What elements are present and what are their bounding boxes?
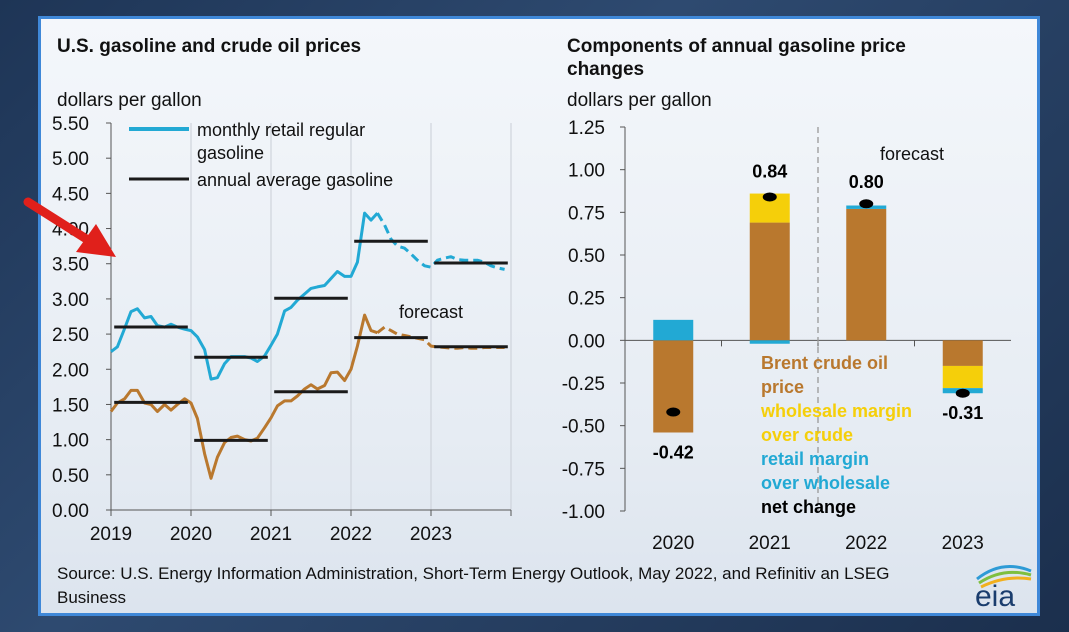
y-tick-label: 0.75 <box>568 203 605 224</box>
bar-segment-brent <box>749 222 790 341</box>
y-tick-label: -1.00 <box>562 502 605 523</box>
y-tick-label: 1.00 <box>568 161 605 182</box>
gasoline-line-history <box>110 211 379 381</box>
arrow-head <box>76 224 116 257</box>
legend-label: net change <box>761 497 856 517</box>
y-tick-label: 0.50 <box>52 466 89 487</box>
right-chart-unit: dollars per gallon <box>567 90 712 111</box>
net-change-label: 0.84 <box>752 162 787 182</box>
bar-segment-retail <box>653 319 694 341</box>
y-tick-label: 5.50 <box>52 114 89 135</box>
net-change-marker <box>955 388 970 398</box>
legend-label-annual: annual average gasoline <box>197 170 393 190</box>
bar-segment-retail <box>749 340 790 344</box>
y-tick-label: 0.00 <box>568 331 605 352</box>
y-tick-label: 5.00 <box>52 149 89 170</box>
source-note: Source: U.S. Energy Information Administ… <box>57 564 890 607</box>
left-chart-unit: dollars per gallon <box>57 90 202 111</box>
legend-label: Brent crude oil <box>761 353 888 373</box>
crude-oil-line-history <box>109 313 378 480</box>
x-tick-label: 2023 <box>942 533 984 549</box>
forecast-label: forecast <box>399 302 463 322</box>
y-tick-label: -0.25 <box>562 374 605 395</box>
y-tick-label: 4.50 <box>52 184 89 205</box>
y-tick-label: -0.50 <box>562 417 605 438</box>
y-tick-label: 1.25 <box>568 118 605 139</box>
x-tick-label: 2020 <box>652 533 694 549</box>
net-change-marker <box>666 407 681 417</box>
net-change-label: -0.42 <box>653 442 694 462</box>
bar-segment-brent <box>942 340 983 366</box>
x-tick-label: 2023 <box>410 524 452 545</box>
legend-label-gasoline-line2: gasoline <box>197 143 264 163</box>
y-tick-label: 0.25 <box>568 289 605 310</box>
y-tick-label: 3.00 <box>52 290 89 311</box>
eia-logo-text: eia <box>975 580 1015 609</box>
x-tick-label: 2022 <box>330 524 372 545</box>
y-tick-label: 3.50 <box>52 255 89 276</box>
right-bar-chart: 1.25 1.00 0.75 0.50 0.25 0.00 -0.25 -0.50 -0.75 -… <box>562 118 1011 549</box>
x-tick-label: 2019 <box>90 524 132 545</box>
y-tick-label: 1.50 <box>52 395 89 416</box>
y-tick-label: 0.50 <box>568 246 605 267</box>
legend-label: retail margin <box>761 449 869 469</box>
forecast-label: forecast <box>880 144 944 164</box>
legend-label-gasoline-line1: monthly retail regular <box>197 120 365 140</box>
right-chart-title: Components of annual gasoline price chan… <box>567 36 906 80</box>
x-tick-label: 2021 <box>250 524 292 545</box>
bar-segment-brent <box>653 340 694 433</box>
y-tick-label: 1.00 <box>52 431 89 452</box>
gasoline-line-forecast <box>376 212 505 271</box>
legend-label: price <box>761 377 804 397</box>
chart-card: U.S. gasoline and crude oil prices dolla… <box>38 16 1040 616</box>
y-tick-label: 2.50 <box>52 325 89 346</box>
bar-segment-brent <box>846 208 887 341</box>
arrow-shaft <box>23 197 93 245</box>
net-change-label: 0.80 <box>849 172 884 192</box>
legend-label: over crude <box>761 425 853 445</box>
net-change-marker <box>762 192 777 202</box>
net-change-marker <box>859 199 874 209</box>
x-tick-label: 2020 <box>170 524 212 545</box>
legend-label: wholesale margin <box>760 401 912 421</box>
red-arrow-annotation <box>23 197 116 257</box>
x-tick-label: 2022 <box>845 533 887 549</box>
net-change-label: -0.31 <box>942 403 983 423</box>
bar-segment-wholesale <box>942 365 983 389</box>
x-tick-label: 2021 <box>749 533 791 549</box>
y-tick-label: -0.75 <box>562 459 605 480</box>
legend-label: over wholesale <box>761 473 890 493</box>
left-line-chart: 2019 2020 2021 2022 2023 0.00 0.50 1.00 1.50 2.00… <box>52 114 512 545</box>
eia-logo: eia <box>967 557 1037 613</box>
y-tick-label: 0.00 <box>52 501 89 522</box>
left-chart-title: U.S. gasoline and crude oil prices <box>57 36 362 57</box>
y-tick-label: 2.00 <box>52 360 89 381</box>
